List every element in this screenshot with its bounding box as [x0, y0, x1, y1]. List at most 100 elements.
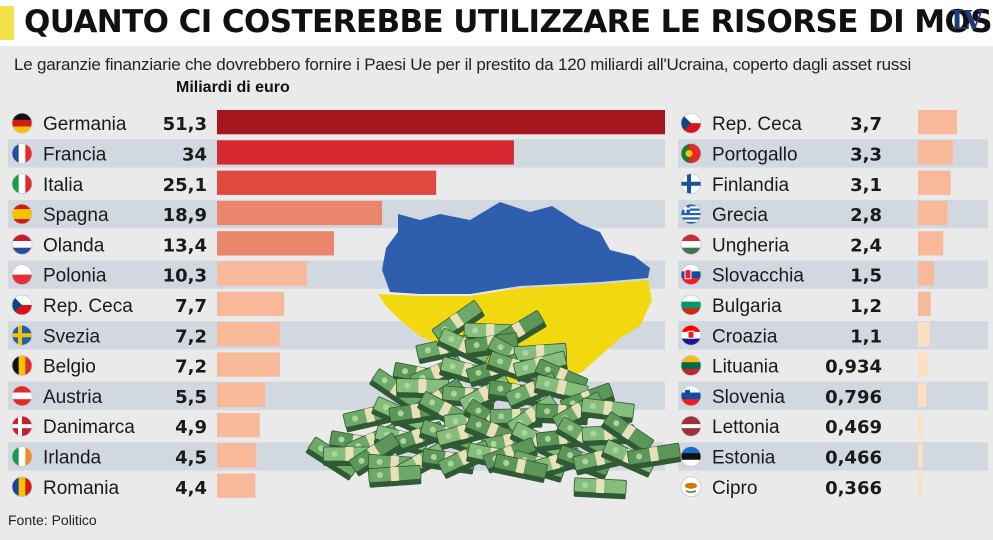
country-label: Italia	[43, 175, 84, 196]
slovenia-flag	[681, 385, 701, 406]
value-label: 2,4	[850, 235, 882, 256]
unit-label: Miliardi di euro	[176, 79, 290, 96]
country-label: Estonia	[712, 447, 776, 468]
value-label: 4,5	[175, 447, 207, 468]
czech-flag	[681, 113, 701, 134]
country-label: Ungheria	[712, 235, 790, 256]
value-label: 18,9	[163, 205, 207, 226]
cyprus-flag	[681, 476, 701, 497]
country-label: Lettonia	[712, 417, 780, 438]
ukraine-money-illustration	[305, 202, 682, 500]
euro-banknote-pile-illustration	[305, 300, 682, 500]
portugal-flag	[681, 143, 701, 164]
banknote-bundle	[367, 464, 422, 488]
value-label: 51,3	[163, 114, 207, 135]
banknote-bundle	[601, 411, 654, 456]
bar-finlandia	[918, 170, 951, 195]
source-note: Fonte: Politico	[8, 512, 97, 528]
bar-olanda	[217, 231, 335, 256]
chart-subtitle: Le garanzie finanziarie che dovrebbero f…	[14, 55, 912, 74]
country-label: Svezia	[43, 326, 100, 347]
bar-lettonia	[918, 413, 923, 438]
value-label: 34	[182, 144, 207, 165]
country-label: Olanda	[43, 235, 105, 256]
country-label: Spagna	[43, 205, 109, 226]
spain-flag	[12, 204, 32, 225]
bar-spagna	[217, 200, 383, 226]
country-label: Grecia	[712, 205, 768, 226]
value-label: 3,3	[850, 144, 882, 165]
value-label: 0,934	[825, 357, 882, 378]
value-label: 0,466	[825, 447, 882, 468]
bulgaria-flag	[681, 294, 701, 315]
country-label: Finlandia	[712, 175, 790, 196]
country-label: Belgio	[43, 357, 96, 378]
ireland-flag	[12, 446, 32, 467]
banknote-bundle	[626, 442, 682, 470]
country-label: Romania	[43, 478, 119, 499]
poland-flag	[12, 264, 32, 285]
value-label: 3,7	[850, 114, 882, 135]
denmark-flag	[12, 416, 32, 437]
czech-flag	[12, 294, 32, 315]
bar-bulgaria	[918, 291, 931, 317]
value-label: 4,4	[175, 478, 207, 499]
country-label: Bulgaria	[712, 296, 782, 317]
hungary-flag	[681, 234, 701, 255]
country-label: Germania	[43, 114, 127, 135]
bar-ungheria	[918, 231, 944, 256]
country-label: Danimarca	[43, 417, 135, 438]
country-label: Rep. Ceca	[712, 114, 802, 135]
romania-flag	[12, 476, 32, 497]
bar-cipro	[918, 473, 922, 498]
value-label: 5,5	[175, 387, 207, 408]
finland-flag	[681, 173, 701, 194]
country-label: Irlanda	[43, 447, 102, 468]
belgium-flag	[12, 355, 32, 376]
value-label: 1,1	[850, 326, 882, 347]
value-label: 2,8	[850, 205, 882, 226]
value-label: 25,1	[163, 175, 207, 196]
country-label: Slovenia	[712, 387, 785, 408]
value-label: 1,2	[850, 296, 882, 317]
value-label: 0,366	[825, 478, 882, 499]
title-accent	[0, 6, 14, 40]
country-label: Cipro	[712, 478, 757, 499]
sweden-flag	[12, 325, 32, 346]
italy-flag	[12, 173, 32, 194]
bar-belgio	[217, 352, 280, 377]
bar-germania	[217, 110, 665, 135]
bar-svezia	[217, 322, 280, 347]
country-label: Polonia	[43, 266, 107, 287]
bar-portogallo	[918, 140, 953, 165]
lithuania-flag	[681, 355, 701, 376]
row-stripe	[678, 381, 988, 410]
country-label: Portogallo	[712, 144, 798, 165]
austria-flag	[12, 385, 32, 406]
title-bar: QUANTO CI COSTEREBBE UTILIZZARE LE RISOR…	[0, 0, 993, 46]
country-label: Lituania	[712, 357, 779, 378]
value-label: 7,2	[175, 326, 207, 347]
value-label: 13,4	[163, 235, 207, 256]
row-stripe	[678, 260, 988, 289]
bar-austria	[217, 382, 266, 407]
banknote-bundle	[493, 453, 548, 483]
slovakia-flag	[681, 264, 701, 285]
value-label: 0,469	[825, 417, 882, 438]
banknote-bundle	[573, 477, 627, 500]
france-flag	[12, 143, 32, 164]
country-label: Austria	[43, 387, 103, 408]
bar-danimarca	[217, 413, 260, 438]
value-label: 3,1	[850, 175, 882, 196]
value-label: 10,3	[163, 266, 207, 287]
bar-romania	[217, 473, 256, 498]
bar-lituania	[918, 352, 928, 377]
estonia-flag	[681, 446, 701, 467]
bar-slovenia	[918, 382, 927, 407]
croatia-flag	[681, 325, 701, 346]
value-label: 4,9	[175, 417, 207, 438]
country-label: Rep. Ceca	[43, 296, 133, 317]
greece-flag	[681, 204, 701, 225]
bar-grecia	[918, 200, 948, 226]
